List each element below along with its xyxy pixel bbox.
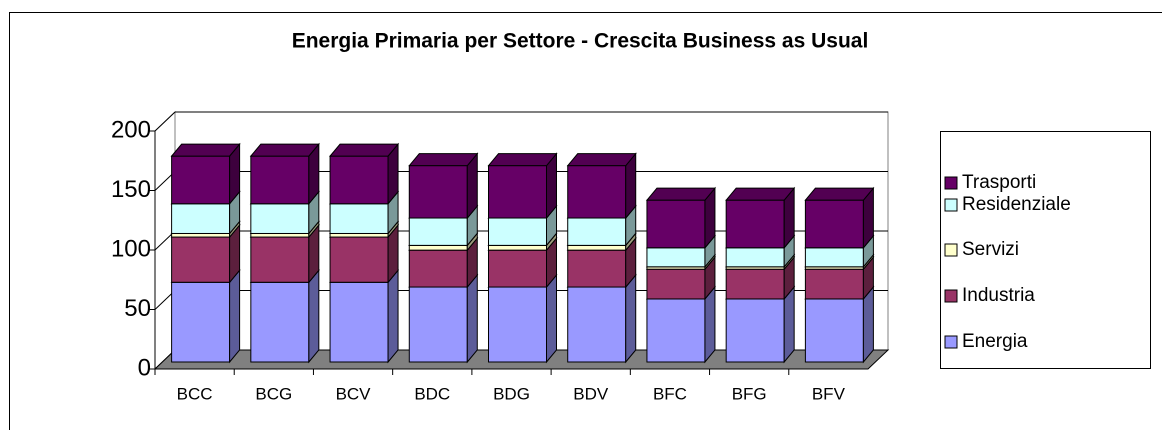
bar-segment	[567, 286, 627, 363]
bar-segment	[408, 217, 468, 246]
y-tick-label: 0	[138, 354, 151, 381]
bar-segment	[408, 165, 468, 219]
bar-top	[170, 143, 241, 157]
bar-side	[229, 268, 241, 364]
bar-top	[645, 187, 717, 201]
legend-label: Industria	[962, 285, 1035, 306]
grid-line-side	[154, 111, 176, 132]
bar-side	[387, 268, 399, 364]
bar-segment	[488, 165, 547, 219]
x-tick-label: BCG	[255, 384, 292, 403]
bar-segment	[250, 203, 310, 234]
bar-segment	[804, 247, 864, 268]
bar-segment	[646, 247, 706, 268]
y-tick-label: 50	[124, 295, 151, 322]
y-tick-label: 200	[111, 116, 151, 143]
bar-side	[466, 273, 478, 364]
bar-segment	[567, 249, 627, 288]
bar-segment	[250, 232, 310, 238]
legend-swatch	[944, 335, 958, 349]
legend-label: Energia	[962, 331, 1028, 352]
y-tick-label: 100	[111, 235, 151, 262]
bar-segment	[171, 203, 231, 234]
x-tick-label: BFC	[653, 384, 687, 403]
bar-segment	[725, 247, 785, 268]
bar-segment	[646, 268, 706, 300]
bar-side	[862, 285, 874, 364]
legend-swatch	[944, 176, 958, 190]
legend-label: Trasporti	[962, 172, 1036, 193]
bar-side	[783, 285, 795, 364]
legend-swatch	[944, 289, 958, 303]
bar-segment	[488, 249, 547, 288]
y-tick-label: 150	[111, 176, 151, 203]
bar-segment	[646, 199, 706, 249]
bar-side	[546, 273, 557, 364]
x-tick-label: BDC	[414, 384, 450, 403]
legend-box	[940, 131, 1151, 369]
bar-segment	[725, 268, 785, 300]
bar-top	[328, 143, 400, 157]
bar-segment	[725, 199, 785, 249]
bar-segment	[250, 281, 310, 363]
x-tick-label: BDV	[573, 384, 609, 403]
bar-segment	[488, 286, 547, 363]
x-tick-label: BCV	[336, 384, 372, 403]
x-tick-label: BFG	[732, 384, 767, 403]
bar-segment	[804, 268, 864, 300]
bar-top	[804, 187, 875, 201]
bar-side	[308, 268, 320, 364]
bar-segment	[408, 286, 468, 363]
bar-segment	[171, 232, 231, 238]
bar-top	[725, 187, 796, 201]
bar-segment	[804, 298, 864, 363]
bar-top	[408, 153, 479, 167]
bar-segment	[488, 217, 547, 246]
bar-segment	[250, 155, 310, 205]
legend-swatch	[944, 198, 958, 212]
bar-segment	[408, 249, 468, 288]
legend-label: Servizi	[962, 239, 1019, 260]
bar-segment	[408, 244, 468, 251]
bar-segment	[725, 298, 785, 363]
bar-segment	[488, 244, 547, 251]
x-tick-label: BFV	[812, 384, 846, 403]
bar-segment	[171, 155, 231, 205]
x-tick-label: BDG	[493, 384, 530, 403]
bar-segment	[567, 217, 627, 246]
bar-segment	[329, 236, 389, 283]
bar-segment	[329, 232, 389, 238]
bar-side	[704, 285, 716, 364]
legend-swatch	[944, 243, 958, 257]
bar-segment	[329, 155, 389, 205]
bar-segment	[171, 281, 231, 363]
bar-segment	[646, 298, 706, 363]
bar-segment	[567, 165, 627, 219]
bar-segment	[804, 199, 864, 249]
bar-segment	[250, 236, 310, 283]
bar-segment	[329, 281, 389, 363]
bar-segment	[329, 203, 389, 234]
bar-top	[249, 143, 320, 157]
bar-top	[566, 153, 637, 167]
bar-top	[487, 153, 558, 167]
chart-title: Energia Primaria per Settore - Crescita …	[292, 30, 869, 53]
bar-segment	[567, 244, 627, 251]
bar-side	[625, 273, 637, 364]
x-tick-label: BCC	[177, 384, 213, 403]
bar-segment	[171, 236, 231, 283]
legend-label: Residenziale	[962, 194, 1071, 215]
